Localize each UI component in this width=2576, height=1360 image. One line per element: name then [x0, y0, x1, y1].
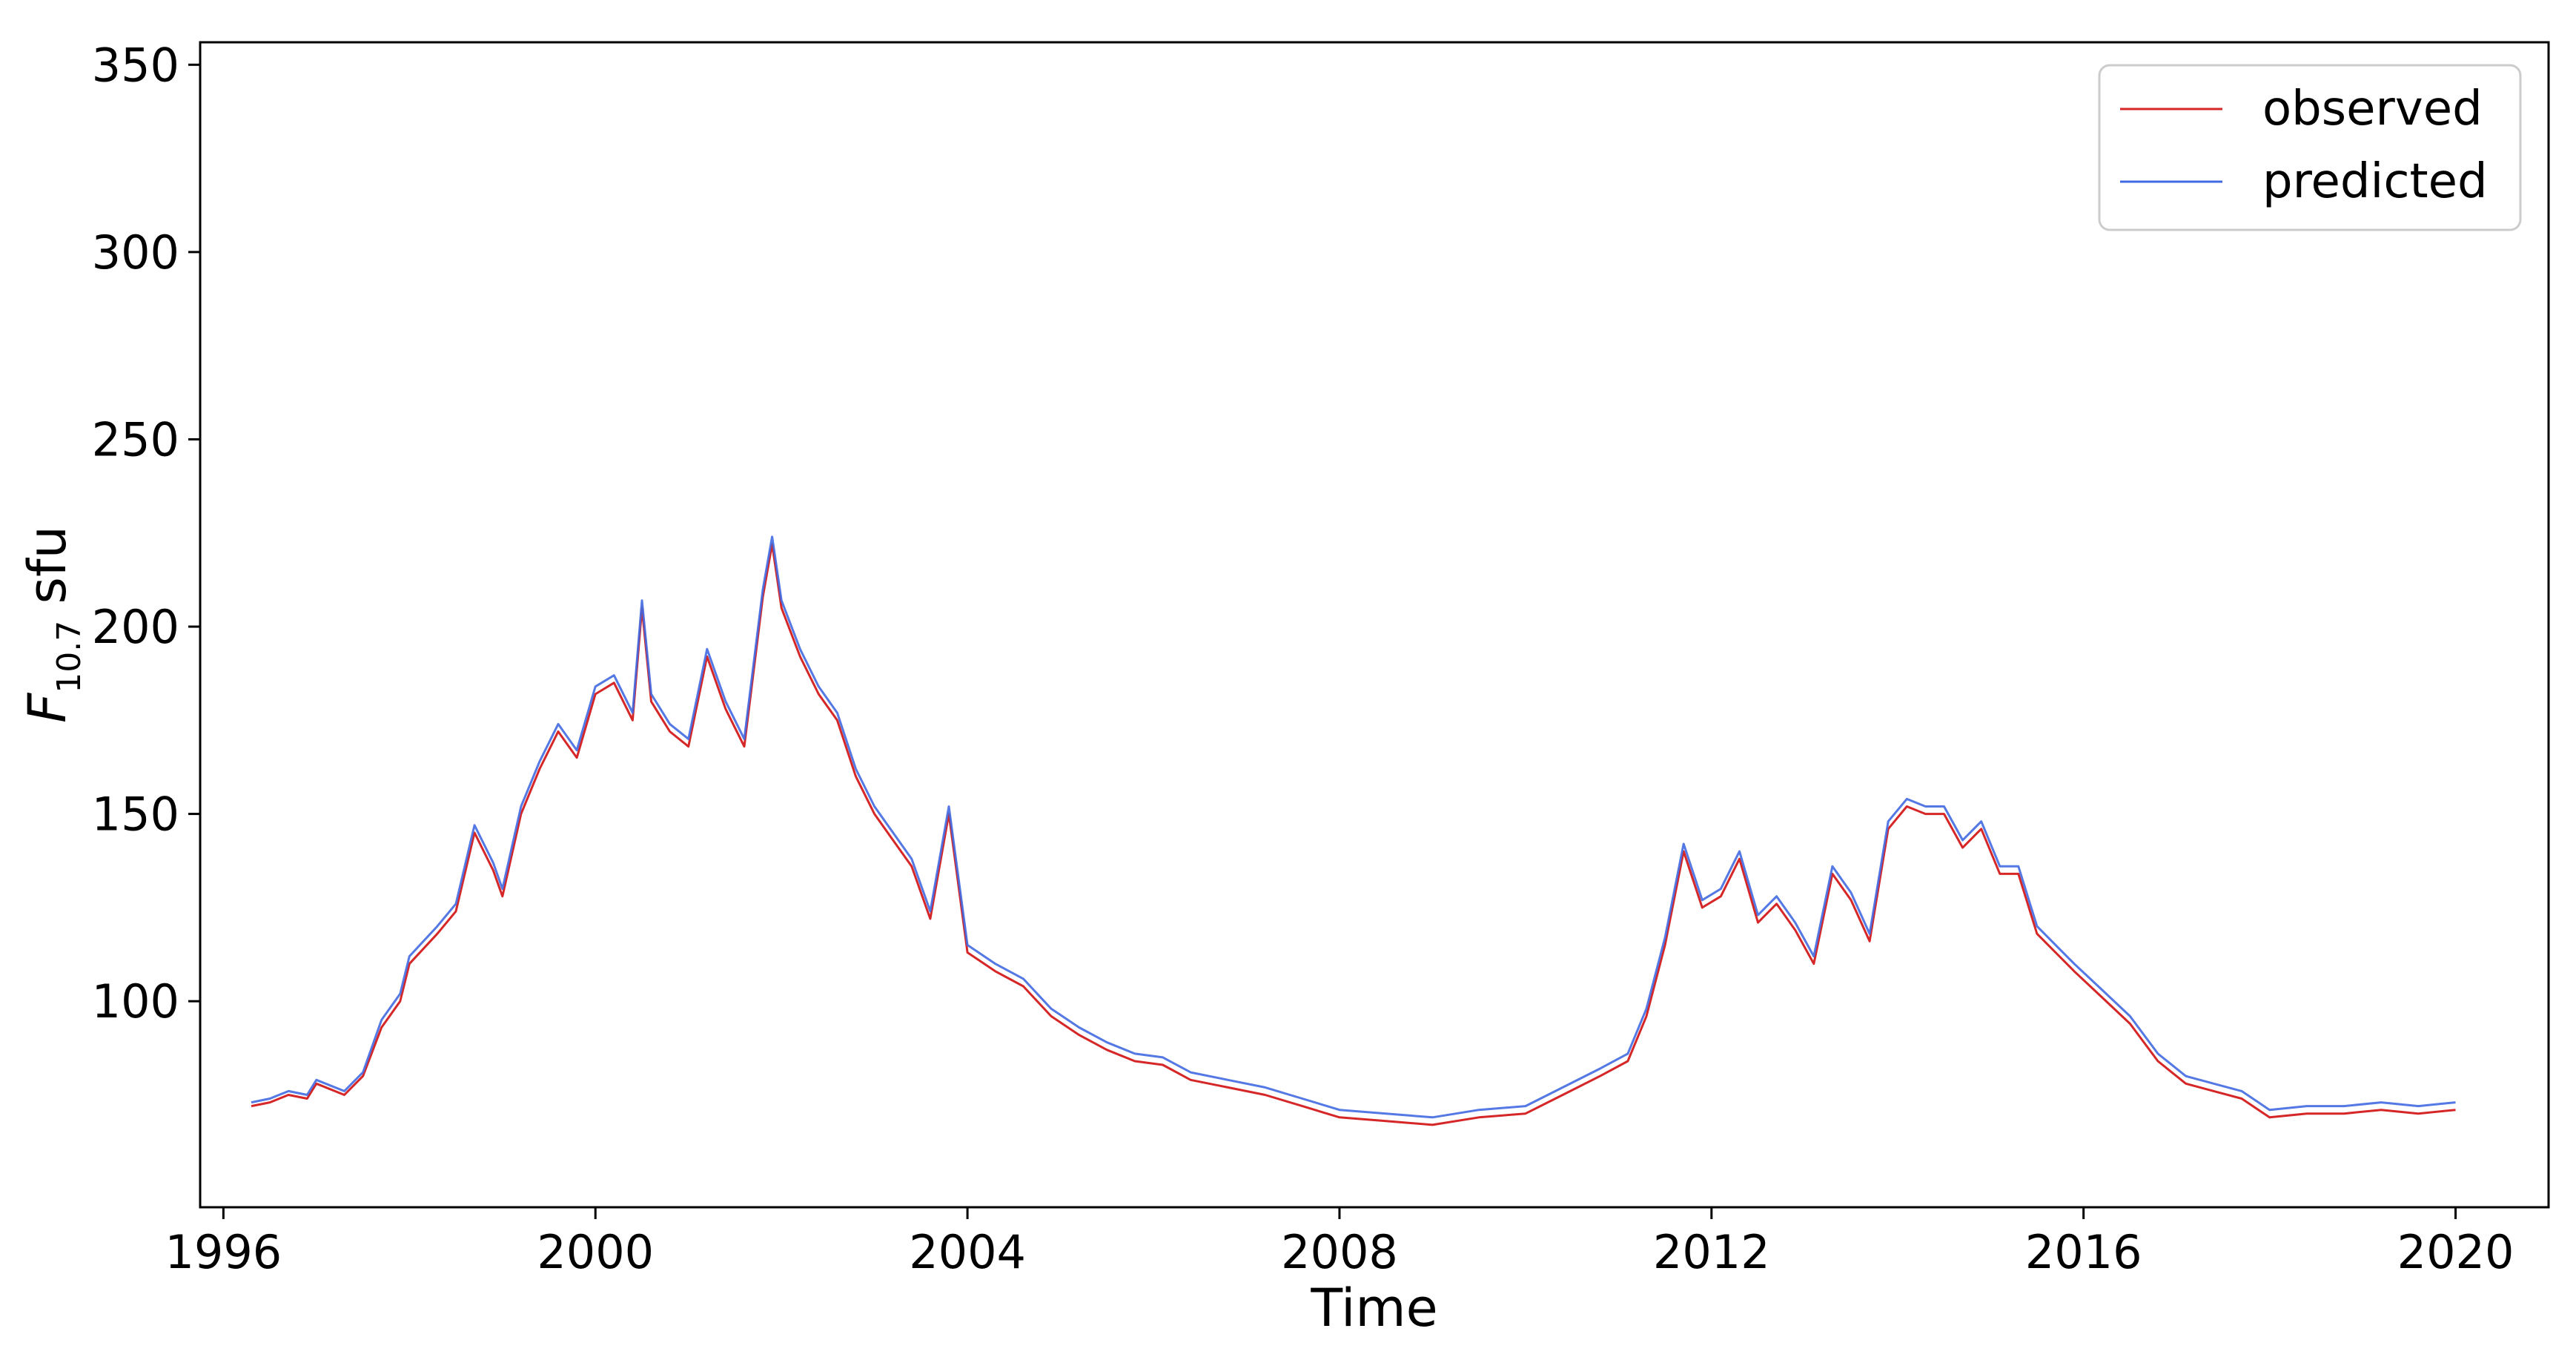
- y-axis-label-suffix: sfu: [17, 526, 78, 621]
- x-tick-label-1996: 1996: [165, 1225, 282, 1279]
- series-line-observed: [251, 543, 2456, 1126]
- y-axis-label-base: F: [17, 692, 78, 723]
- series-layer: [251, 535, 2456, 1126]
- x-tick-label-2000: 2000: [537, 1225, 654, 1279]
- x-tick-label-2016: 2016: [2025, 1225, 2142, 1279]
- y-tick-label-300: 300: [92, 225, 179, 280]
- x-tick-label-2008: 2008: [1281, 1225, 1398, 1279]
- legend-label-predicted: predicted: [2262, 154, 2488, 209]
- legend-box: [2098, 64, 2522, 231]
- x-axis-ticks: 1996 2000 2004 2008 2012 2016 2020: [165, 1207, 2514, 1279]
- y-tick-label-250: 250: [92, 412, 179, 466]
- x-tick-label-2004: 2004: [909, 1225, 1026, 1279]
- y-tick-label-350: 350: [92, 38, 179, 92]
- x-tick-label-2012: 2012: [1653, 1225, 1770, 1279]
- axes-frame: [199, 41, 2550, 1209]
- x-axis-label: Time: [1310, 1278, 1437, 1338]
- y-tick-label-200: 200: [92, 600, 179, 654]
- y-tick-label-100: 100: [92, 974, 179, 1029]
- y-axis-label: F10.7 sfu: [17, 526, 88, 723]
- y-tick-label-150: 150: [92, 788, 179, 842]
- y-axis-ticks: 100 150 200 250 300 350: [92, 38, 200, 1029]
- legend: observed predicted: [2098, 64, 2522, 231]
- series-line-predicted: [251, 535, 2456, 1119]
- y-axis-label-subscript: 10.7: [50, 621, 88, 693]
- legend-label-observed: observed: [2262, 82, 2483, 136]
- plot-area: [199, 41, 2550, 1209]
- x-tick-label-2020: 2020: [2397, 1225, 2514, 1279]
